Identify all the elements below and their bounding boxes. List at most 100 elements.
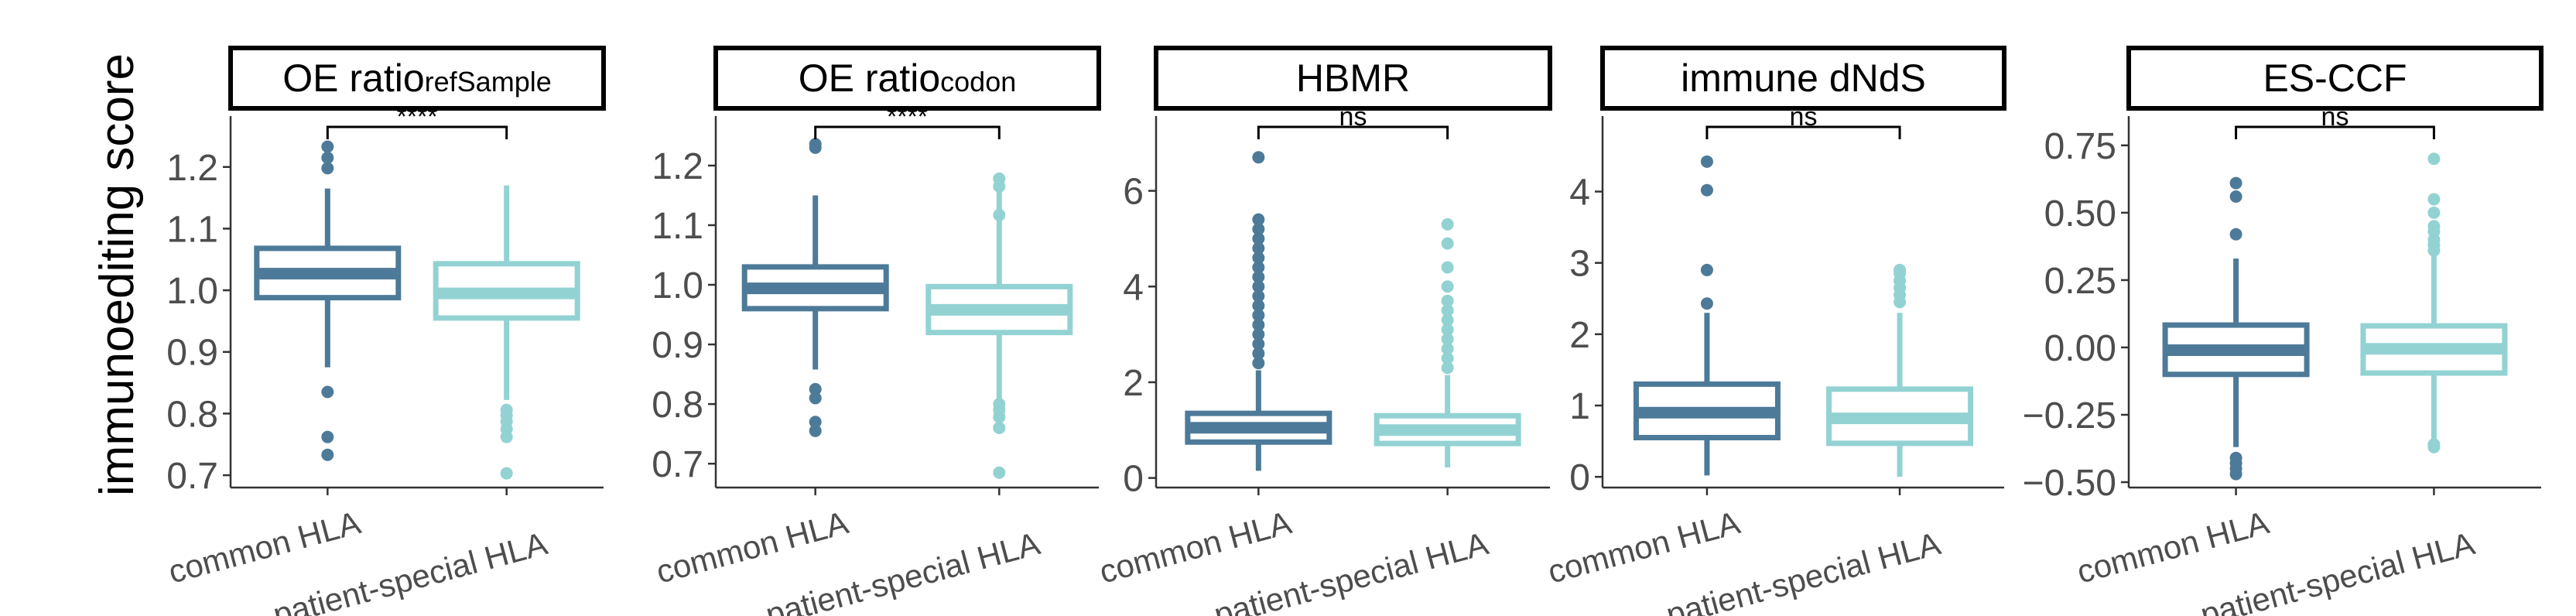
box-common xyxy=(741,138,889,437)
y-tick-label: 1.1 xyxy=(652,206,703,247)
outlier-point xyxy=(321,385,334,399)
outlier-point xyxy=(1441,342,1454,355)
x-tick-label: common HLA xyxy=(2073,504,2273,590)
box-special xyxy=(1826,263,1974,477)
panel-title: HBMR xyxy=(1296,56,1410,100)
y-tick-label: 6 xyxy=(1123,172,1144,213)
significance-label: **** xyxy=(397,102,438,132)
significance-bracket xyxy=(1257,125,1449,139)
outlier-point xyxy=(809,416,822,429)
outlier-point xyxy=(1252,299,1265,312)
panel-strip xyxy=(228,46,606,111)
outlier-point xyxy=(809,392,822,405)
panel-5: ES-CCF −0.50 −0.25 0.00 0.25 0.50 0.75 common H… xyxy=(2023,46,2544,616)
panel-title-main: HBMR xyxy=(1296,56,1410,100)
significance-label: ns xyxy=(1339,102,1367,132)
outlier-point xyxy=(1252,309,1265,322)
outlier-point xyxy=(2427,152,2441,166)
significance-label: ns xyxy=(2321,102,2349,132)
outlier-point xyxy=(1252,261,1265,274)
outlier-point xyxy=(1252,357,1265,370)
panel-title: OE ratiocodon xyxy=(799,56,1017,100)
y-tick-label: 4 xyxy=(1569,173,1590,214)
y-tick-label: −0.25 xyxy=(2023,395,2116,436)
y-tick-label: 4 xyxy=(1123,267,1144,308)
outlier-point xyxy=(1252,151,1265,164)
outlier-point xyxy=(1441,352,1454,365)
panel-strip xyxy=(2126,46,2544,111)
x-tick-label: common HLA xyxy=(1544,504,1743,590)
y-tick-label: 1.0 xyxy=(652,265,703,306)
outlier-point xyxy=(500,403,513,416)
significance-bracket xyxy=(814,125,1001,139)
y-tick-label: 0.50 xyxy=(2044,193,2116,234)
box-special xyxy=(925,172,1073,479)
outlier-point xyxy=(1252,289,1265,303)
y-tick-label: 0.8 xyxy=(166,394,218,435)
y-tick-label: −0.50 xyxy=(2023,463,2116,504)
panel-title: immune dNdS xyxy=(1681,56,1926,100)
y-tick-label: 0.8 xyxy=(652,385,703,426)
box-common xyxy=(1633,155,1781,476)
x-tick-label: common HLA xyxy=(165,504,364,590)
outlier-point xyxy=(500,467,513,480)
box-special xyxy=(1374,217,1521,468)
y-axis-label: immunoediting score xyxy=(91,53,144,496)
significance-bracket xyxy=(326,125,508,139)
y-tick-label: 0 xyxy=(1569,457,1590,498)
x-tick-label: common HLA xyxy=(1096,504,1295,590)
outlier-point xyxy=(2427,440,2441,453)
outlier-point xyxy=(1441,261,1454,274)
y-tick-label: 0.9 xyxy=(652,325,703,366)
outlier-point xyxy=(321,151,334,164)
outlier-point xyxy=(1252,280,1265,293)
outlier-point xyxy=(321,140,334,153)
outlier-point xyxy=(2427,193,2441,206)
outlier-point xyxy=(993,466,1006,479)
y-tick-label: 1.2 xyxy=(166,148,218,189)
outlier-point xyxy=(2427,220,2441,233)
outlier-point xyxy=(321,448,334,461)
outlier-point xyxy=(1700,297,1713,310)
outlier-point xyxy=(1441,294,1454,307)
panel-strip xyxy=(1154,46,1552,111)
outlier-point xyxy=(993,208,1006,221)
outlier-point xyxy=(1252,213,1265,226)
outlier-point xyxy=(1252,347,1265,360)
outlier-point xyxy=(1252,252,1265,265)
significance-bracket xyxy=(1705,125,1901,139)
outlier-point xyxy=(1441,304,1454,317)
outlier-point xyxy=(1700,155,1713,168)
outlier-point xyxy=(1441,217,1454,231)
box-common xyxy=(2162,176,2310,481)
outlier-point xyxy=(2427,206,2441,219)
outlier-point xyxy=(993,172,1006,185)
y-tick-label: 1 xyxy=(1569,386,1590,427)
outlier-point xyxy=(2229,190,2242,203)
panel-title-main: OE ratio xyxy=(282,56,424,100)
outlier-point xyxy=(1441,361,1454,375)
y-tick-label: 0.75 xyxy=(2044,126,2116,167)
panel-title-main: immune dNdS xyxy=(1681,56,1926,100)
y-tick-label: 0.00 xyxy=(2044,328,2116,369)
outlier-point xyxy=(809,138,822,151)
outlier-point xyxy=(1252,232,1265,245)
outlier-point xyxy=(2229,176,2242,190)
outlier-point xyxy=(1252,270,1265,283)
panel-1: OE ratiorefSample 0.7 0.8 0.9 1.0 1.1 1.2 commo… xyxy=(165,46,606,616)
outlier-point xyxy=(1894,263,1907,276)
y-tick-label: 1.0 xyxy=(166,271,218,312)
y-tick-label: 3 xyxy=(1569,244,1590,285)
outlier-point xyxy=(321,162,334,175)
y-tick-label: 0.9 xyxy=(166,333,218,374)
box-special xyxy=(2360,152,2508,453)
y-tick-label: 0.7 xyxy=(166,456,218,497)
panel-title-sub: codon xyxy=(940,66,1016,98)
box-special xyxy=(433,185,580,480)
panel-strip xyxy=(713,46,1101,111)
outlier-point xyxy=(1441,237,1454,250)
significance-label: **** xyxy=(887,102,928,132)
x-tick-label: common HLA xyxy=(652,504,852,590)
